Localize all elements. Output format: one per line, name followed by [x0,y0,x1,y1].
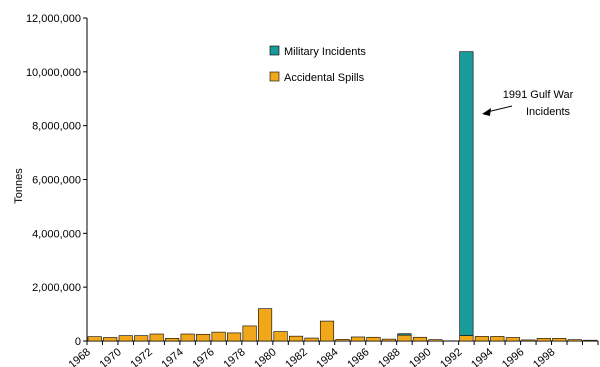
bar-accidental-1972 [149,333,164,342]
bar-accidental-1985 [350,336,366,342]
y-axis-label: Tonnes [13,168,25,204]
bar-accidental-1997 [536,338,551,342]
bar-accidental-1987 [381,338,396,342]
x-tick-label: 1984 [314,346,340,367]
legend-swatch-accidental [269,71,280,82]
bar-accidental-1974 [180,333,195,342]
bar-accidental-1988 [397,334,412,342]
annotation-line-1: 1991 Gulf War [503,89,574,101]
legend: Military Incidents Accidental Spills [269,45,366,84]
bar-accidental-1973 [165,338,180,342]
x-tick-label: 1990 [407,346,433,367]
bar-accidental-1998 [552,338,567,342]
y-tick-label: 0 [75,336,81,348]
bar-accidental-1999 [567,339,582,342]
x-tick-label: 1994 [469,346,495,367]
bar-accidental-1981 [289,335,304,342]
annotation: 1991 Gulf War Incidents [482,89,574,118]
x-tick-label: 1988 [376,346,402,367]
bar-accidental-1969 [103,337,118,342]
bar-military-1992 [459,51,474,336]
bar-accidental-1975 [196,333,211,342]
bar-accidental-1980 [273,331,288,342]
x-tick-label: 1976 [190,346,216,367]
x-tick-label: 1998 [531,346,557,367]
legend-swatch-military [269,45,280,56]
bar-accidental-1983 [319,320,335,342]
bar-accidental-1982 [304,337,319,342]
x-tick-label: 1974 [159,346,185,367]
bar-accidental-1978 [242,325,257,342]
legend-label-accidental: Accidental Spills [284,72,365,84]
bar-accidental-1979 [258,308,273,342]
bar-accidental-1992 [459,335,474,342]
bar-accidental-1977 [227,332,242,342]
bar-accidental-1990 [428,339,443,342]
y-tick-label: 6,000,000 [32,175,81,187]
annotation-arrowhead [482,108,491,116]
y-axis: 0 2,000,000 4,000,000 6,000,000 8,000,000 10,… [26,13,88,348]
bar-military-1988 [397,333,412,336]
bar-accidental-1993 [474,336,489,342]
bars [87,51,598,342]
x-tick-label: 1970 [97,346,123,367]
bar-accidental-1994 [490,336,505,342]
bar-accidental-1995 [505,337,520,342]
bar-accidental-1986 [366,336,381,342]
bar-accidental-1968 [87,336,102,342]
bar-accidental-1989 [412,336,427,342]
annotation-line-2: Incidents [526,106,571,118]
x-tick-label: 1996 [500,346,526,367]
y-tick-label: 8,000,000 [32,121,81,133]
x-tick-label: 1982 [283,346,309,367]
bar-accidental-1976 [211,331,226,342]
x-tick-label: 1968 [66,346,92,367]
x-tick-label: 1972 [128,346,154,367]
bar-accidental-1971 [134,335,149,342]
legend-label-military: Military Incidents [284,46,366,58]
y-tick-label: 12,000,000 [26,13,81,25]
bar-accidental-1996 [521,339,536,342]
x-tick-label: 1978 [221,346,247,367]
x-tick-label: 1980 [252,346,278,367]
bar-accidental-1984 [335,339,350,342]
annotation-arrow-line [486,105,513,113]
y-tick-label: 10,000,000 [26,67,81,79]
y-tick-label: 2,000,000 [32,282,81,294]
x-tick-label: 1986 [345,346,371,367]
y-tick-label: 4,000,000 [32,228,81,240]
x-axis: 1968 1970 1972 1974 1976 1978 1980 1982 1984 1986… [66,340,599,367]
x-tick-label: 1992 [438,346,464,367]
bar-accidental-2000 [583,339,598,342]
bar-accidental-1970 [118,335,133,342]
